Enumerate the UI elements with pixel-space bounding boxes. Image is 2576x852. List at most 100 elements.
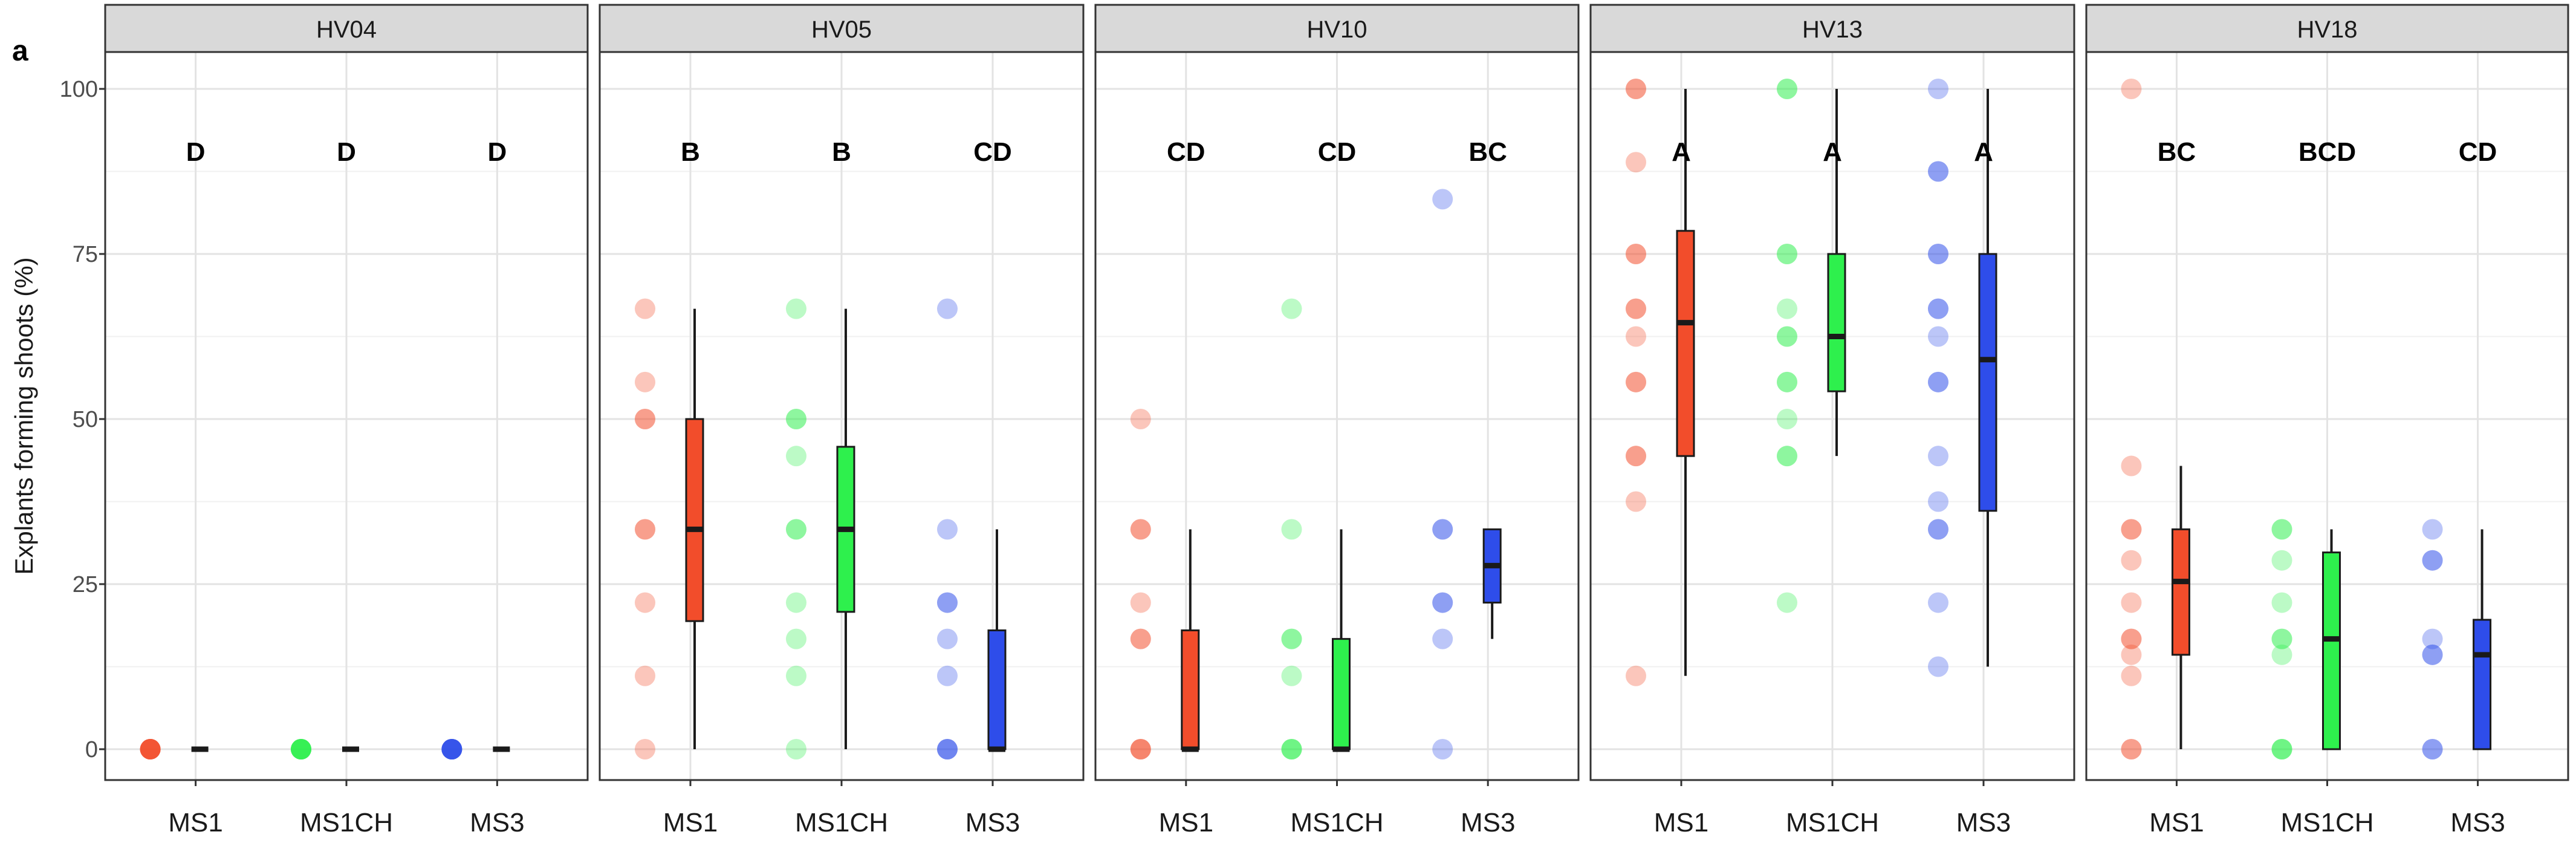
data-point-hv18-ms3-4	[2422, 644, 2443, 665]
y-tick-label-0: 0	[85, 737, 98, 763]
data-point-hv05-ms1-8	[635, 739, 655, 759]
data-point-hv13-ms3-3	[1928, 244, 1948, 264]
data-point-hv13-ms1-2	[1626, 152, 1646, 173]
data-point-hv13-ms1-8	[1626, 371, 1646, 392]
data-point-hv13-ms3-9	[1928, 371, 1948, 392]
data-point-hv05-ms1ch-3	[786, 446, 806, 467]
data-point-hv13-ms1ch-0	[1777, 79, 1797, 99]
data-point-hv13-ms1-5	[1626, 298, 1646, 319]
data-point-hv13-ms1-9	[1626, 371, 1646, 392]
data-point-hv04-ms1-6	[140, 739, 161, 759]
box-hv05-ms3	[987, 629, 1007, 750]
data-point-hv13-ms1-4	[1626, 244, 1646, 264]
data-point-hv10-ms1ch-7	[1281, 739, 1302, 759]
data-point-hv04-ms1-4	[140, 739, 161, 759]
data-point-hv04-ms1ch-5	[291, 739, 311, 759]
data-point-hv13-ms1-3	[1626, 244, 1646, 264]
x-tick-label-hv10-ms1ch: MS1CH	[1290, 808, 1383, 837]
data-point-hv05-ms1-1	[635, 371, 655, 392]
significance-letter-hv04-ms3: D	[487, 137, 507, 167]
data-point-hv04-ms1-3	[140, 739, 161, 759]
data-point-hv18-ms1ch-7	[2271, 739, 2292, 759]
panel-tag: a	[12, 35, 28, 67]
significance-letter-hv05-ms1: B	[681, 137, 700, 167]
data-point-hv13-ms3-1	[1928, 161, 1948, 182]
data-point-hv05-ms3-5	[937, 665, 958, 686]
data-point-hv10-ms1ch-5	[1281, 739, 1302, 759]
y-tick-label-75: 75	[73, 242, 98, 267]
x-tick-label-hv04-ms1: MS1	[168, 808, 222, 837]
facet-strip-label-hv04: HV04	[316, 16, 377, 43]
data-point-hv13-ms1ch-2	[1777, 244, 1797, 264]
text-layer: 0 25 50 75 100 Explants forming shoots (%) a HV…	[10, 16, 2505, 837]
data-point-hv10-ms3-1	[1432, 519, 1453, 540]
data-point-hv18-ms3-0	[2422, 519, 2443, 540]
data-point-hv13-ms1ch-3	[1777, 244, 1797, 264]
y-axis-title: Explants forming shoots (%)	[10, 257, 38, 574]
data-point-hv05-ms3-6	[937, 739, 958, 759]
data-point-hv04-ms3-7	[441, 739, 462, 759]
data-point-hv18-ms3-3	[2422, 628, 2443, 649]
data-point-hv13-ms3-15	[1928, 656, 1948, 677]
x-tick-label-hv18-ms3: MS3	[2450, 808, 2505, 837]
data-point-hv18-ms1ch-2	[2271, 550, 2292, 571]
data-point-hv04-ms3-2	[441, 739, 462, 759]
box-hv05-ms1	[685, 418, 704, 622]
data-point-hv13-ms1ch-12	[1777, 592, 1797, 613]
facet-strip-label-hv18: HV18	[2297, 16, 2357, 43]
data-point-hv10-ms1ch-0	[1281, 298, 1302, 319]
data-point-hv05-ms1-5	[635, 519, 655, 540]
x-tick-label-hv10-ms1: MS1	[1159, 808, 1213, 837]
significance-letter-hv05-ms3: CD	[973, 137, 1012, 167]
data-point-hv05-ms1ch-7	[786, 628, 806, 649]
data-point-hv13-ms3-8	[1928, 371, 1948, 392]
facet-strip-hv05	[599, 4, 1085, 53]
data-point-hv04-ms3-3	[441, 739, 462, 759]
data-point-hv13-ms3-6	[1928, 298, 1948, 319]
facet-strip-hv13	[1589, 4, 2075, 53]
data-point-hv13-ms1ch-7	[1777, 371, 1797, 392]
data-point-hv10-ms1ch-1	[1281, 519, 1302, 540]
significance-letter-hv13-ms1ch: A	[1823, 137, 1842, 167]
y-tick-label-25: 25	[73, 572, 98, 597]
data-point-hv10-ms1-5	[1130, 628, 1151, 649]
data-point-hv18-ms3-6	[2422, 739, 2443, 759]
data-point-hv05-ms1ch-5	[786, 519, 806, 540]
boxes-layer	[191, 89, 2492, 752]
significance-letter-hv13-ms3: A	[1974, 137, 1993, 167]
data-point-hv18-ms1-3	[2121, 519, 2142, 540]
data-point-hv13-ms3-14	[1928, 592, 1948, 613]
box-hv10-ms1ch	[1332, 638, 1351, 750]
grid-layer	[105, 52, 2568, 780]
data-point-hv13-ms1ch-4	[1777, 298, 1797, 319]
data-point-hv05-ms1-3	[635, 409, 655, 429]
data-point-hv05-ms1-7	[635, 665, 655, 686]
significance-letter-hv10-ms3: BC	[1468, 137, 1507, 167]
data-point-hv13-ms1-11	[1626, 446, 1646, 467]
data-point-hv18-ms1-11	[2121, 739, 2142, 759]
significance-letter-hv04-ms1ch: D	[337, 137, 356, 167]
box-hv13-ms1	[1676, 230, 1695, 457]
data-point-hv18-ms1-7	[2121, 628, 2142, 649]
data-point-hv04-ms1-1	[140, 739, 161, 759]
data-point-hv05-ms3-8	[937, 739, 958, 759]
data-point-hv18-ms1ch-0	[2271, 519, 2292, 540]
data-point-hv04-ms1ch-7	[291, 739, 311, 759]
x-tick-label-hv05-ms1: MS1	[663, 808, 718, 837]
data-point-hv04-ms1-5	[140, 739, 161, 759]
facet-strip-hv04	[104, 4, 589, 53]
data-point-hv10-ms3-5	[1432, 628, 1453, 649]
x-tick-label-hv05-ms1ch: MS1CH	[795, 808, 888, 837]
data-point-hv10-ms1-3	[1130, 592, 1151, 613]
data-point-hv18-ms1ch-3	[2271, 592, 2292, 613]
data-point-hv13-ms1ch-5	[1777, 326, 1797, 347]
data-point-hv10-ms1-0	[1130, 409, 1151, 429]
data-point-hv10-ms1-2	[1130, 519, 1151, 540]
x-tick-label-hv18-ms1: MS1	[2149, 808, 2204, 837]
data-point-hv13-ms1-6	[1626, 298, 1646, 319]
box-hv13-ms3	[1978, 253, 1997, 512]
data-point-hv05-ms1ch-9	[786, 739, 806, 759]
data-point-hv10-ms1-1	[1130, 519, 1151, 540]
data-point-hv18-ms1-4	[2121, 550, 2142, 571]
